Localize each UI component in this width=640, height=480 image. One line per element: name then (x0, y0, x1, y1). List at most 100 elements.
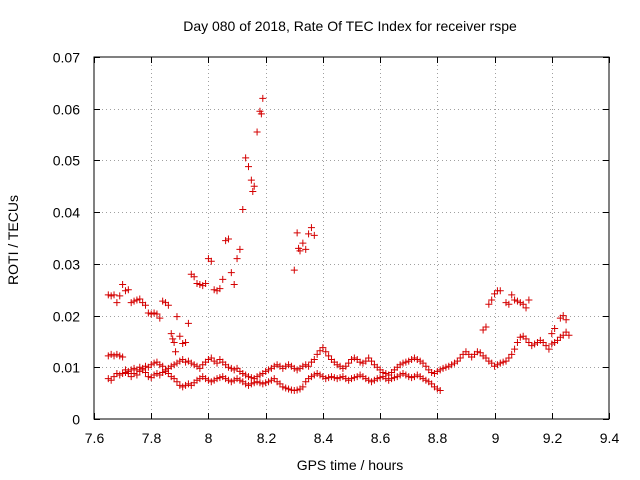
data-point-high-band (249, 187, 257, 195)
y-tick-label: 0.01 (53, 360, 80, 376)
x-tick-label: 8 (205, 430, 213, 446)
data-point-high-band (290, 266, 298, 274)
data-point-mid-band (433, 367, 441, 375)
data-point-high-band (299, 239, 307, 247)
data-point-high-band (479, 326, 487, 334)
data-point-low-band (279, 383, 287, 391)
data-point-mid-band (147, 361, 155, 369)
data-point-mid-band (293, 366, 301, 374)
data-point-high-band (216, 285, 224, 293)
data-point-mid-band (402, 358, 410, 366)
y-tick-label: 0.05 (53, 153, 80, 169)
data-point-low-band (399, 369, 407, 377)
data-point-high-band (257, 110, 265, 118)
data-point-high-band (496, 287, 504, 295)
data-point-low-band (390, 374, 398, 382)
data-point-high-band (296, 247, 304, 255)
data-point-mid-band (190, 361, 198, 369)
data-point-low-band (222, 375, 230, 383)
data-point-mid-band (539, 338, 547, 346)
data-point-low-band (313, 369, 321, 377)
data-point-low-band (153, 369, 161, 377)
data-point-high-band (551, 325, 559, 332)
data-point-low-band (302, 378, 310, 386)
data-point-high-band (485, 300, 493, 308)
data-point-mid-band (262, 367, 270, 375)
data-point-mid-band (302, 361, 310, 369)
y-tick-label: 0.04 (53, 205, 80, 221)
data-point-mid-band (285, 361, 293, 369)
data-point-mid-band (522, 335, 530, 343)
data-point-mid-band (405, 357, 413, 365)
data-point-high-band (230, 281, 238, 289)
data-point-low-band (293, 386, 301, 394)
data-point-high-band (176, 332, 184, 340)
data-point-low-band (107, 376, 115, 384)
data-point-mid-band (333, 361, 341, 369)
data-point-mid-band (187, 359, 195, 367)
data-point-high-band (513, 297, 521, 305)
data-point-high-band (491, 290, 499, 298)
data-point-high-band (164, 301, 172, 309)
data-point-low-band (433, 385, 441, 393)
data-point-mid-band (247, 374, 255, 382)
data-point-low-band (327, 373, 335, 381)
data-point-mid-band (242, 371, 250, 379)
data-point-low-band (179, 383, 187, 391)
data-point-low-band (282, 384, 290, 392)
data-point-mid-band (213, 359, 221, 367)
y-axis-label: ROTI / TECUs (5, 195, 21, 285)
data-point-mid-band (350, 354, 358, 362)
data-point-high-band (202, 280, 210, 288)
data-point-high-band (236, 245, 244, 253)
data-point-low-band (136, 367, 144, 375)
y-tick-label: 0.07 (53, 50, 80, 66)
data-point-low-band (127, 373, 135, 381)
data-point-mid-band (322, 348, 330, 356)
data-point-mid-band (273, 361, 281, 369)
data-point-high-band (259, 94, 267, 102)
data-point-high-band (305, 230, 313, 238)
data-point-low-band (184, 380, 192, 388)
data-point-low-band (262, 379, 270, 387)
data-point-mid-band (525, 338, 533, 346)
data-point-low-band (285, 385, 293, 393)
data-point-high-band (562, 316, 570, 324)
data-point-low-band (253, 378, 261, 386)
data-point-low-band (159, 368, 167, 376)
data-point-high-band (250, 182, 258, 190)
data-point-mid-band (445, 362, 453, 370)
data-point-low-band (142, 368, 149, 376)
data-point-mid-band (531, 340, 539, 348)
data-point-mid-band (368, 357, 376, 365)
data-point-low-band (290, 387, 298, 395)
data-point-high-band (522, 304, 530, 312)
data-point-mid-band (428, 368, 436, 376)
data-point-low-band (267, 376, 275, 384)
data-point-mid-band (493, 361, 501, 369)
y-tick-label: 0.06 (53, 102, 80, 118)
data-point-high-band (119, 281, 127, 289)
data-point-mid-band (256, 371, 264, 379)
tick-labels: 7.6 7.8 8 8.2 8.4 8.6 8.8 9 9.2 9.4 0 0.01 0.02 0.03 0… (53, 50, 620, 447)
data-point-low-band (356, 371, 364, 379)
data-point-low-band (402, 371, 410, 379)
data-point-low-band (270, 375, 278, 383)
data-point-high-band (253, 128, 261, 136)
data-point-mid-band (482, 354, 490, 362)
data-point-low-band (419, 375, 427, 383)
data-point-low-band (350, 374, 358, 382)
data-point-high-band (219, 275, 227, 283)
data-point-mid-band (207, 354, 215, 362)
data-point-low-band (133, 371, 141, 379)
data-point-high-band (559, 312, 567, 320)
data-point-high-band (153, 310, 161, 318)
data-point-mid-band (453, 357, 461, 365)
data-point-mid-band (505, 354, 513, 362)
data-point-high-band (182, 338, 190, 346)
data-point-high-band (525, 296, 533, 304)
data-point-mid-band (545, 345, 553, 353)
data-point-high-band (247, 176, 255, 184)
x-tick-label: 7.6 (85, 430, 105, 446)
